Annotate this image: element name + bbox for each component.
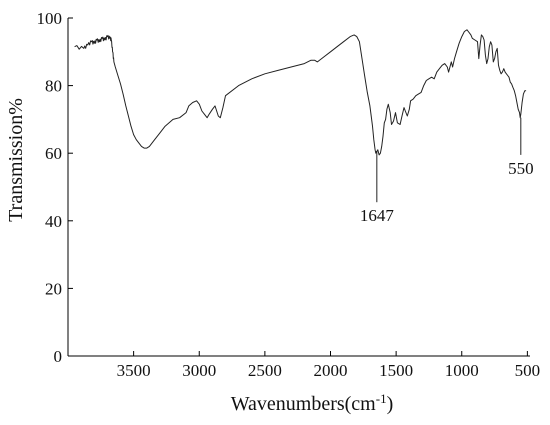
series-layer xyxy=(74,29,527,156)
y-tick-label: 100 xyxy=(37,9,63,28)
plot-area xyxy=(67,18,530,357)
annotation-layer: 1647 550 xyxy=(360,117,534,225)
x-axis-title-text: Wavenumbers(cm xyxy=(231,393,376,415)
peak-label: 550 xyxy=(508,159,534,178)
x-axis: 3500 3000 2500 2000 1500 1000 500 xyxy=(117,351,541,380)
spectrum-line xyxy=(74,29,527,156)
y-tick-label: 20 xyxy=(45,279,62,298)
x-tick-label: 500 xyxy=(515,361,541,380)
x-axis-title: Wavenumbers(cm-1) xyxy=(231,391,394,415)
x-tick-label: 3500 xyxy=(117,361,151,380)
peak-label: 1647 xyxy=(360,206,395,225)
y-tick-label: 80 xyxy=(45,77,62,96)
x-tick-label: 3000 xyxy=(182,361,216,380)
y-axis: 0 20 40 60 80 100 xyxy=(37,9,73,366)
y-tick-label: 60 xyxy=(45,144,62,163)
x-tick-label: 1500 xyxy=(379,361,413,380)
x-tick-label: 2500 xyxy=(248,361,282,380)
y-tick-label: 0 xyxy=(54,347,63,366)
x-tick-label: 2000 xyxy=(314,361,348,380)
y-tick-label: 40 xyxy=(45,212,62,231)
x-axis-title-superscript: -1 xyxy=(376,391,387,406)
x-axis-title-suffix: ) xyxy=(387,393,394,415)
x-tick-label: 1000 xyxy=(445,361,479,380)
y-axis-title: Transmission% xyxy=(5,98,27,222)
